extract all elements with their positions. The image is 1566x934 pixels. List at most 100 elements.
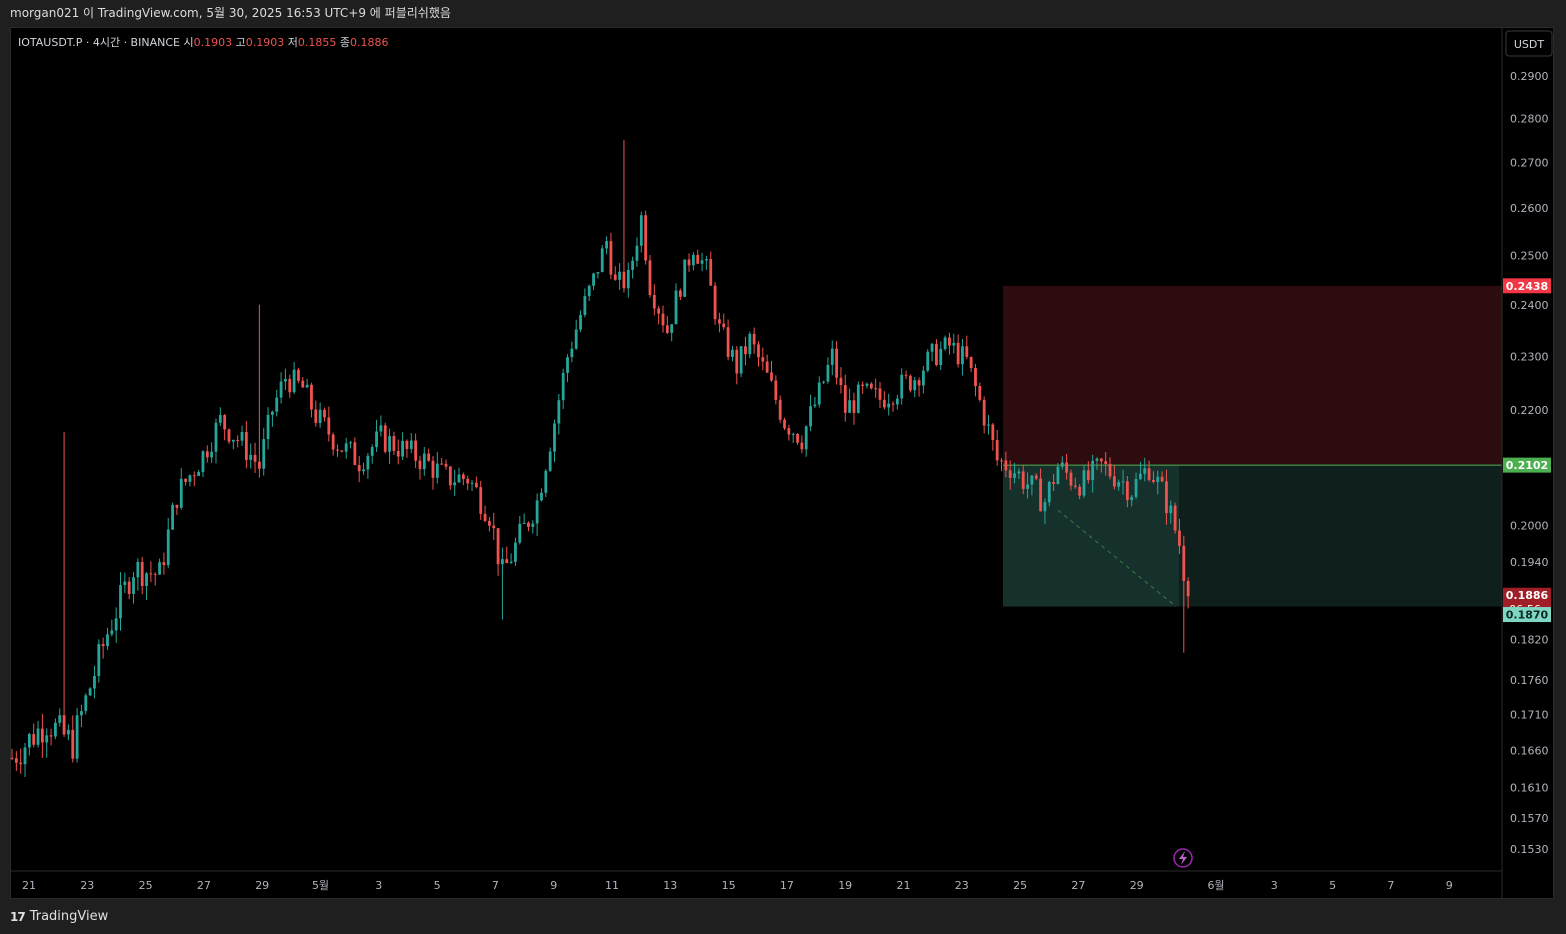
candle-body	[253, 454, 257, 462]
candle-body	[674, 290, 678, 325]
tradingview-logo[interactable]: 17 TradingView	[10, 909, 108, 924]
take-profit-zone[interactable]	[1003, 465, 1179, 607]
candle	[236, 435, 240, 448]
candle-body	[197, 471, 201, 476]
currency-button-frame[interactable]	[1505, 30, 1553, 57]
candle	[540, 488, 543, 502]
candle-body	[713, 285, 717, 320]
price-axis[interactable]: 0.2900 0.2800 0.2700 0.2600 0.2500 0.2400 0.23…	[1501, 27, 1553, 898]
price-marker-stop-loss[interactable]: 0.2438	[1503, 278, 1551, 294]
time-axis[interactable]: 21 23 25 27 29 5월 3 5 7 9 11 13 15 17 19 21 23 25 27 29 6월 3 5…	[11, 870, 1502, 892]
candle	[813, 396, 817, 408]
take-profit-zone-ext[interactable]	[1179, 465, 1502, 607]
candle	[496, 528, 500, 576]
candle	[401, 432, 404, 461]
candlestick-chart[interactable]: 0.2900 0.2800 0.2700 0.2600 0.2500 0.2400 0.23…	[0, 0, 1566, 899]
candle-body	[665, 325, 669, 333]
price-marker-take-profit[interactable]: 0.1870	[1503, 607, 1551, 623]
candle	[149, 561, 153, 583]
candle-body	[149, 573, 153, 575]
time-tick-label: 6월	[1207, 879, 1224, 892]
candle	[101, 637, 105, 659]
candle-body	[1099, 458, 1103, 462]
price-marker-label: 0.1870	[1506, 609, 1549, 622]
candle-body	[531, 523, 535, 527]
candle	[305, 378, 309, 388]
candle-body	[383, 425, 387, 452]
candle-body	[453, 482, 457, 486]
candle-body	[618, 271, 621, 280]
candle-body	[817, 382, 821, 405]
candle	[405, 439, 409, 458]
candle-body	[922, 370, 925, 386]
stop-loss-zone[interactable]	[1003, 285, 1502, 466]
candle-body	[718, 319, 721, 324]
candle	[665, 315, 669, 334]
position-tool[interactable]	[1003, 285, 1502, 607]
candle-body	[731, 349, 734, 357]
candle-body	[10, 757, 14, 759]
candle	[106, 627, 109, 651]
candle	[952, 333, 956, 354]
candle	[153, 572, 157, 586]
candle-body	[327, 417, 331, 435]
candle-body	[366, 455, 370, 470]
time-tick-label: 29	[1130, 879, 1144, 892]
candle	[1082, 464, 1086, 498]
legend-part: 저	[288, 36, 298, 49]
candle	[709, 251, 713, 286]
lightning-icon[interactable]	[1173, 848, 1193, 868]
candle-body	[826, 364, 830, 382]
candle	[357, 455, 361, 483]
candle	[457, 467, 461, 483]
candle	[843, 374, 847, 422]
candle	[231, 439, 235, 450]
candle	[926, 349, 930, 373]
candle-body	[570, 348, 574, 358]
candle-body	[1065, 462, 1069, 473]
price-tick-label: 0.2800	[1510, 112, 1549, 125]
candle-body	[483, 513, 487, 521]
candle-body	[865, 383, 869, 386]
price-marker-entry[interactable]: 0.2102	[1503, 457, 1551, 473]
price-tick-label: 0.1760	[1510, 674, 1549, 687]
candle-body	[978, 386, 982, 400]
candle-body	[496, 528, 500, 565]
candle-body	[987, 424, 990, 426]
candle	[687, 253, 691, 272]
candle	[913, 377, 917, 398]
time-tick-label: 15	[722, 879, 736, 892]
price-tick-label: 0.2200	[1510, 404, 1549, 417]
overlay	[1173, 848, 1193, 868]
candle	[431, 456, 435, 490]
candle-body	[1017, 471, 1021, 474]
price-tick-label: 0.2400	[1510, 299, 1549, 312]
candle-body	[36, 728, 40, 745]
candle	[514, 537, 517, 566]
candle	[1186, 577, 1190, 609]
candle-body	[561, 372, 565, 401]
candle	[661, 305, 665, 333]
candle	[744, 336, 747, 366]
currency-button[interactable]: USDT	[1505, 30, 1553, 57]
candle	[830, 340, 834, 376]
currency-label[interactable]: USDT	[1514, 38, 1545, 51]
candle-body	[991, 424, 995, 440]
candle-body	[106, 634, 109, 647]
candle-body	[292, 369, 296, 393]
candle-body	[488, 520, 491, 526]
price-tick-label: 0.1530	[1510, 843, 1549, 856]
candle-body	[917, 380, 921, 386]
candle-body	[965, 346, 969, 357]
candle-body	[943, 337, 947, 349]
candle	[1108, 457, 1112, 480]
candle-body	[218, 415, 222, 423]
candle	[127, 577, 131, 600]
candle-body	[869, 383, 873, 389]
candle-body	[1008, 470, 1012, 478]
candle-body	[579, 315, 582, 330]
candle	[817, 376, 821, 408]
candle-body	[357, 465, 361, 472]
candle-body	[574, 329, 578, 349]
candle	[409, 433, 413, 454]
